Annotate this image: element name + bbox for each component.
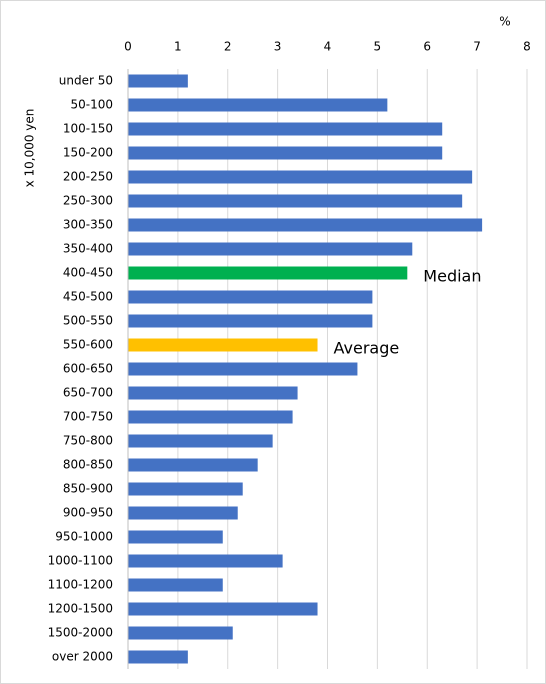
y-tick-label: 200-250 — [63, 170, 113, 184]
y-tick-label: 1000-1100 — [48, 554, 113, 568]
bar — [128, 602, 318, 616]
y-tick-label: 950-1000 — [55, 530, 113, 544]
y-tick-label: 250-300 — [63, 194, 113, 208]
bar — [128, 386, 298, 400]
y-tick-label: 100-150 — [63, 122, 113, 136]
bar — [128, 122, 443, 136]
y-tick-label: 150-200 — [63, 146, 113, 160]
bar — [128, 146, 443, 160]
y-tick-label: 800-850 — [63, 458, 113, 472]
y-tick-label: 650-700 — [63, 386, 113, 400]
y-tick-label: 750-800 — [63, 434, 113, 448]
bar — [128, 506, 238, 520]
x-tick-label: 6 — [423, 40, 431, 54]
bar — [128, 338, 318, 352]
y-tick-label: 850-900 — [63, 482, 113, 496]
bar — [128, 362, 358, 376]
bar — [128, 554, 283, 568]
bar — [128, 650, 188, 664]
y-tick-label: 550-600 — [63, 338, 113, 352]
bar — [128, 530, 223, 544]
bar — [128, 290, 373, 304]
bar — [128, 242, 413, 256]
x-tick-label: 2 — [224, 40, 232, 54]
x-tick-label: 7 — [473, 40, 481, 54]
annotation: Median — [423, 267, 481, 286]
bar — [128, 578, 223, 592]
y-tick-label: over 2000 — [52, 650, 113, 664]
bar — [128, 482, 243, 496]
bar — [128, 434, 273, 448]
bar — [128, 458, 258, 472]
y-tick-label: 700-750 — [63, 410, 113, 424]
bar — [128, 410, 293, 424]
bar — [128, 74, 188, 88]
x-tick-label: 3 — [274, 40, 282, 54]
y-tick-label: 1200-1500 — [48, 602, 113, 616]
bar — [128, 170, 473, 184]
annotation: Average — [334, 339, 400, 358]
bar — [128, 266, 408, 280]
y-tick-label: 1500-2000 — [48, 626, 113, 640]
y-tick-label: 450-500 — [63, 290, 113, 304]
bar — [128, 194, 463, 208]
bar — [128, 218, 483, 232]
x-tick-label: 5 — [374, 40, 382, 54]
x-tick-label: 4 — [324, 40, 332, 54]
y-tick-label: 300-350 — [63, 218, 113, 232]
x-tick-label: 0 — [124, 40, 132, 54]
y-tick-label: 900-950 — [63, 506, 113, 520]
y-tick-label: 400-450 — [63, 266, 113, 280]
x-tick-label: 8 — [523, 40, 531, 54]
x-unit: % — [499, 15, 510, 29]
y-tick-label: 600-650 — [63, 362, 113, 376]
bar — [128, 626, 233, 640]
bar — [128, 98, 388, 112]
y-tick-label: under 50 — [59, 74, 113, 88]
x-tick-label: 1 — [174, 40, 182, 54]
y-tick-label: 350-400 — [63, 242, 113, 256]
y-axis-label: x 10,000 yen — [23, 109, 37, 188]
y-tick-label: 1100-1200 — [48, 578, 113, 592]
bar — [128, 314, 373, 328]
y-tick-label: 500-550 — [63, 314, 113, 328]
y-tick-label: 50-100 — [70, 98, 113, 112]
